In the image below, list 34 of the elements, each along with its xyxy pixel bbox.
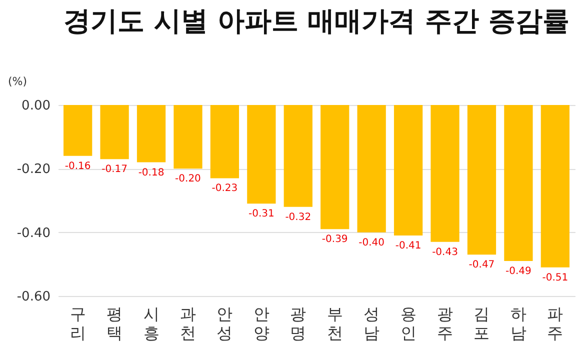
- x-tick-label: 구리: [70, 304, 86, 342]
- data-label: -0.40: [358, 237, 385, 248]
- x-tick-label: 광명: [290, 304, 306, 342]
- chart-title: 경기도 시별 아파트 매매가격 주간 증감률: [64, 6, 570, 37]
- data-label: -0.39: [322, 234, 348, 246]
- data-label: -0.18: [138, 167, 164, 178]
- data-label: -0.16: [64, 160, 91, 172]
- x-tick-label: 김포: [474, 304, 490, 342]
- data-label: -0.51: [542, 272, 568, 284]
- y-tick-label: -0.40: [16, 226, 50, 241]
- x-tick-label: 평택: [106, 304, 123, 342]
- data-label: -0.41: [395, 240, 422, 252]
- x-tick-label: 과천: [180, 304, 196, 342]
- data-label: -0.17: [102, 164, 128, 176]
- x-tick-label: 시흥: [143, 304, 160, 342]
- data-label: -0.20: [175, 174, 201, 185]
- x-tick-label: 하남: [510, 304, 526, 342]
- data-label: -0.47: [468, 260, 495, 271]
- data-label: -0.43: [432, 246, 458, 258]
- x-tick-label: 안성: [216, 304, 233, 342]
- data-label: -0.49: [506, 266, 532, 277]
- data-label: -0.32: [285, 212, 312, 223]
- x-tick-label: 안양: [253, 304, 270, 342]
- x-tick-label: 성남: [364, 304, 380, 342]
- y-tick-label: -0.20: [16, 162, 50, 178]
- x-tick-label: 파주: [547, 304, 564, 342]
- x-tick-label: 용인: [400, 304, 416, 342]
- y-axis-title: (%): [8, 75, 28, 88]
- data-label: -0.23: [212, 183, 238, 194]
- y-tick-label: 0.00: [22, 98, 50, 114]
- x-tick-label: 부천: [326, 304, 343, 342]
- y-tick-label: -0.60: [16, 290, 50, 304]
- data-label: -0.31: [248, 208, 274, 220]
- x-tick-label: 광주: [437, 304, 454, 342]
